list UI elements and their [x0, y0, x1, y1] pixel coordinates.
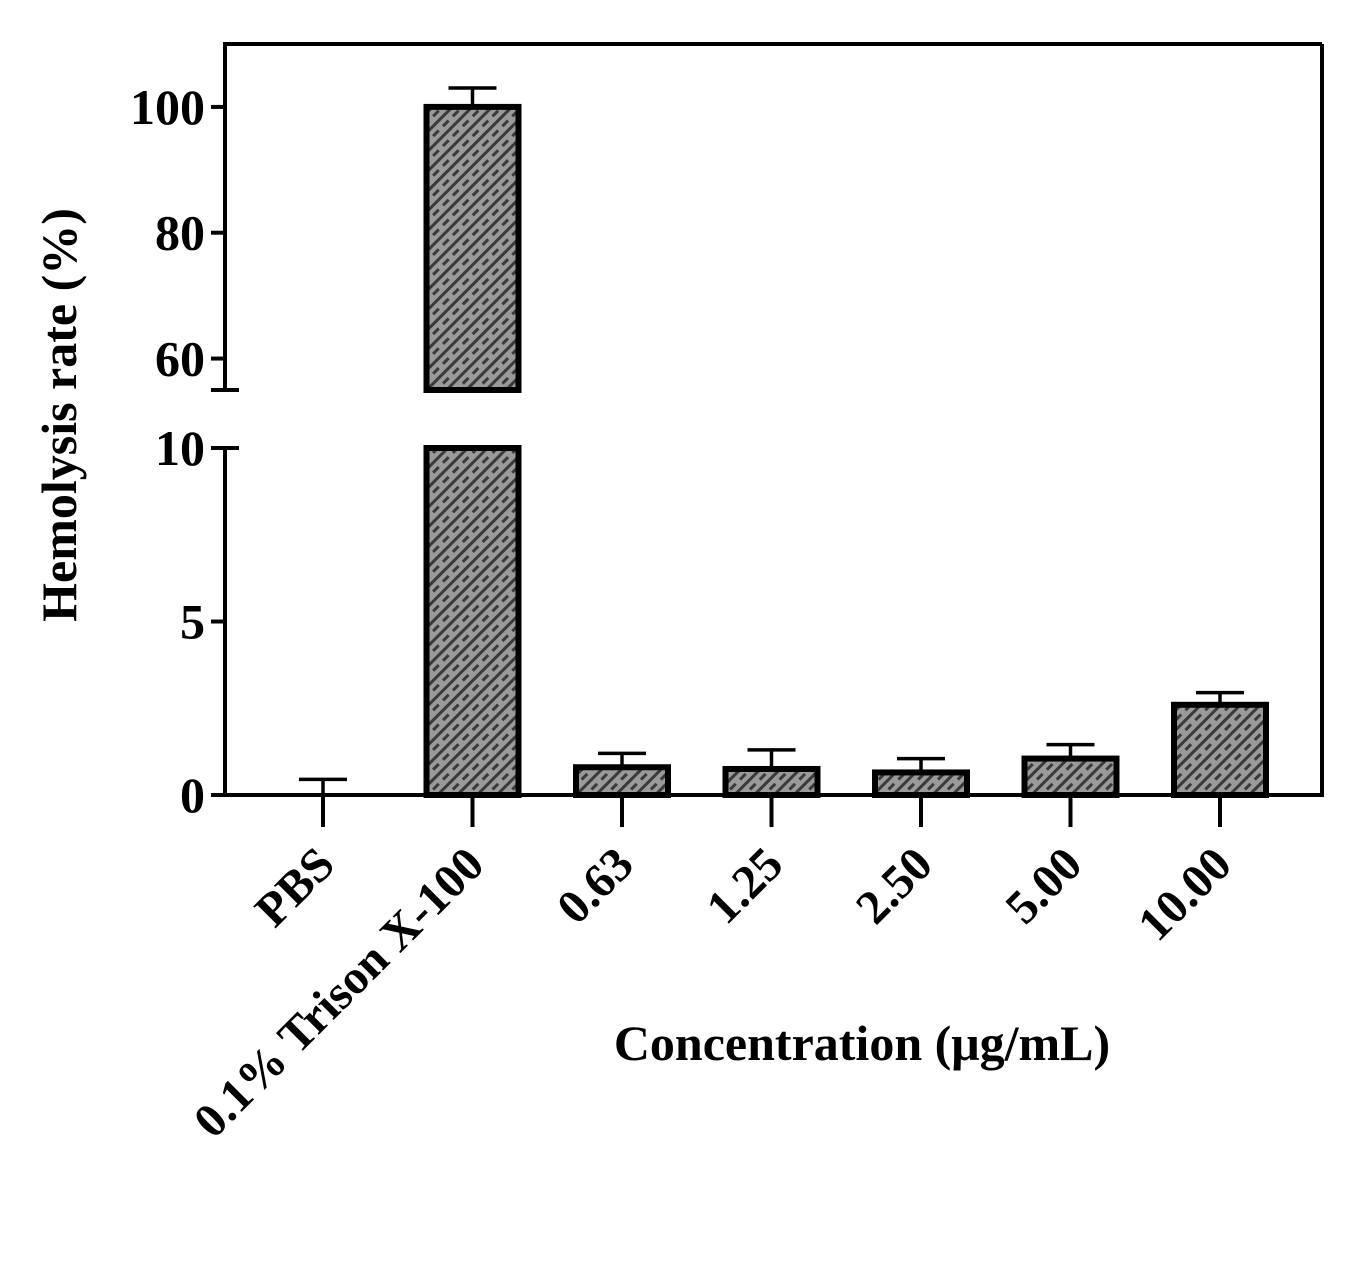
x-tick-label: PBS [245, 837, 345, 937]
bar [722, 765, 821, 798]
y-tick-label: 80 [155, 205, 205, 261]
bar [1171, 701, 1269, 799]
axes [211, 42, 1324, 797]
y-tick-label: 5 [180, 594, 205, 650]
y-tick-label: 100 [130, 79, 205, 135]
y-ticks: 0 5 10 60 80 100 [130, 79, 225, 823]
x-tick-label: 5.00 [995, 837, 1092, 934]
y-axis-title: Hemolysis rate (%) [31, 208, 87, 622]
x-tick-label: 0.1% Trison X-100 [184, 837, 495, 1148]
bars [299, 86, 1269, 799]
y-tick-label: 60 [155, 331, 205, 387]
x-tick-label: 10.00 [1128, 837, 1242, 951]
x-axis-title: Concentration (μg/mL) [614, 1015, 1110, 1071]
bar-lower-segment [423, 445, 522, 798]
bar [573, 764, 671, 798]
y-tick-label: 0 [180, 767, 205, 823]
bar [872, 769, 970, 799]
x-tick-label: 0.63 [547, 837, 644, 934]
y-tick-label: 10 [155, 420, 205, 476]
x-tick-label: 1.25 [696, 837, 793, 934]
x-tick-label: 2.50 [846, 837, 943, 934]
bar-upper-segment [423, 103, 522, 393]
bar [1021, 755, 1120, 799]
